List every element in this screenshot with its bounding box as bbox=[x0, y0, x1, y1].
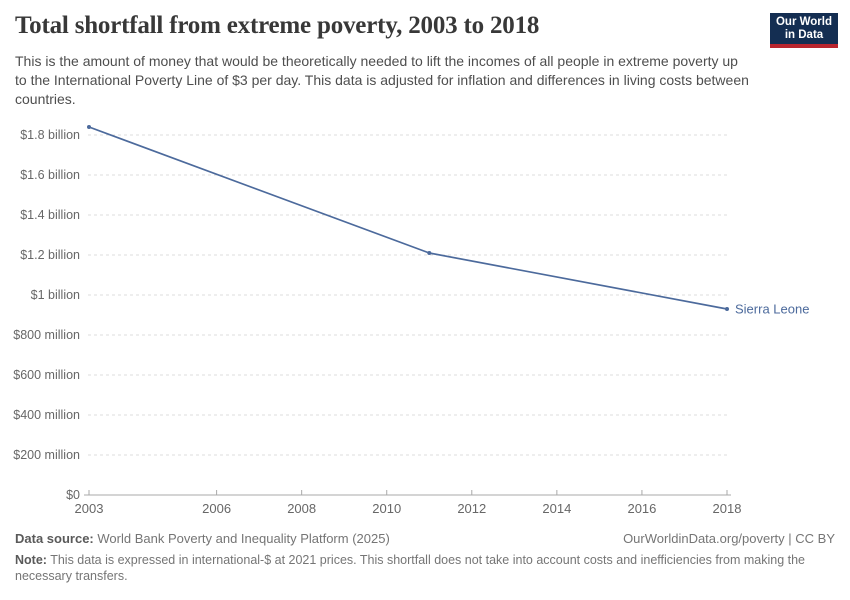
data-source-value: World Bank Poverty and Inequality Platfo… bbox=[97, 531, 390, 546]
y-tick-label: $400 million bbox=[13, 408, 80, 422]
owid-logo-line1: Our World bbox=[775, 15, 832, 28]
x-tick-label: 2010 bbox=[372, 501, 401, 516]
owid-logo: Our World in Data bbox=[770, 13, 838, 48]
attribution-link[interactable]: OurWorldinData.org/poverty | CC BY bbox=[623, 531, 835, 546]
y-tick-label: $800 million bbox=[13, 328, 80, 342]
y-tick-label: $600 million bbox=[13, 368, 80, 382]
entity-label: Sierra Leone bbox=[735, 302, 809, 317]
x-tick-label: 2008 bbox=[287, 501, 316, 516]
y-tick-label: $1.6 billion bbox=[20, 168, 80, 182]
y-tick-label: $1.2 billion bbox=[20, 248, 80, 262]
y-tick-label: $1.4 billion bbox=[20, 208, 80, 222]
x-tick-label: 2014 bbox=[542, 501, 571, 516]
data-source-label: Data source: bbox=[15, 531, 94, 546]
data-source: Data source: World Bank Poverty and Ineq… bbox=[15, 531, 390, 546]
y-tick-label: $1.8 billion bbox=[20, 128, 80, 142]
note-value: This data is expressed in international-… bbox=[15, 553, 806, 583]
data-point bbox=[725, 307, 729, 311]
owid-logo-box: Our World in Data bbox=[770, 13, 838, 44]
chart-subtitle: This is the amount of money that would b… bbox=[15, 53, 749, 107]
x-tick-label: 2012 bbox=[457, 501, 486, 516]
y-tick-label: $200 million bbox=[13, 448, 80, 462]
y-tick-label: $1 billion bbox=[31, 288, 80, 302]
x-tick-label: 2006 bbox=[202, 501, 231, 516]
y-tick-label: $0 bbox=[66, 488, 80, 502]
owid-logo-line2: in Data bbox=[784, 28, 824, 41]
chart-footer: Data source: World Bank Poverty and Ineq… bbox=[15, 531, 835, 584]
x-tick-label: 2003 bbox=[75, 501, 104, 516]
data-point bbox=[87, 125, 91, 129]
note-label: Note: bbox=[15, 553, 47, 567]
data-point bbox=[427, 251, 432, 255]
owid-logo-red-bar bbox=[770, 44, 838, 48]
page-title: Total shortfall from extreme poverty, 20… bbox=[15, 12, 540, 39]
x-tick-label: 2018 bbox=[713, 501, 742, 516]
x-tick-label: 2016 bbox=[627, 501, 656, 516]
source-row: Data source: World Bank Poverty and Ineq… bbox=[15, 531, 835, 546]
chart-plot: $0 $200 million $400 million $600 million $8… bbox=[13, 125, 809, 516]
data-line bbox=[88, 126, 728, 310]
chart-note: Note: This data is expressed in internat… bbox=[15, 552, 815, 584]
